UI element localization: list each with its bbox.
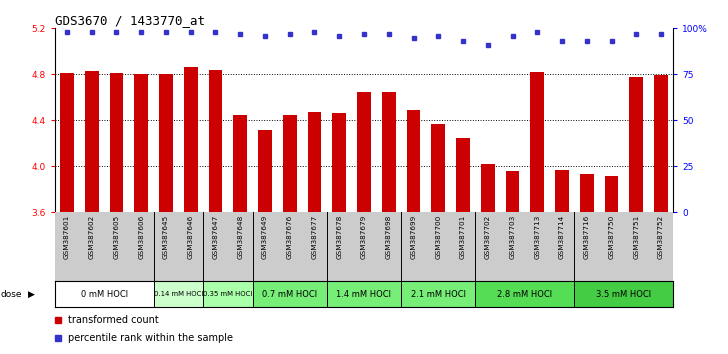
Text: GSM387713: GSM387713 [534, 215, 540, 259]
Text: GSM387677: GSM387677 [312, 215, 317, 259]
Bar [401, 281, 475, 307]
Bar [580, 175, 593, 212]
Text: 1.4 mM HOCl: 1.4 mM HOCl [336, 290, 392, 299]
Bar [574, 281, 673, 307]
Text: GSM387678: GSM387678 [336, 215, 342, 259]
Text: ▶: ▶ [28, 290, 34, 299]
Bar [481, 164, 494, 212]
Bar [308, 112, 321, 212]
Text: GSM387703: GSM387703 [510, 215, 515, 259]
Text: GSM387714: GSM387714 [559, 215, 565, 259]
Bar [432, 124, 445, 212]
Text: GSM387602: GSM387602 [89, 215, 95, 259]
Text: GSM387698: GSM387698 [386, 215, 392, 259]
Text: GSM387751: GSM387751 [633, 215, 639, 259]
Bar [531, 72, 544, 212]
Text: GDS3670 / 1433770_at: GDS3670 / 1433770_at [55, 13, 205, 27]
Text: percentile rank within the sample: percentile rank within the sample [68, 332, 233, 343]
Text: 0.7 mM HOCl: 0.7 mM HOCl [262, 290, 317, 299]
Text: GSM387676: GSM387676 [287, 215, 293, 259]
Text: GSM387699: GSM387699 [411, 215, 416, 259]
Bar [630, 77, 643, 212]
Bar [258, 130, 272, 212]
Text: GSM387716: GSM387716 [584, 215, 590, 259]
Bar [184, 67, 197, 212]
Bar [203, 281, 253, 307]
Text: dose: dose [1, 290, 23, 299]
Bar [135, 74, 148, 212]
Text: GSM387679: GSM387679 [361, 215, 367, 259]
Text: GSM387752: GSM387752 [658, 215, 664, 259]
Text: GSM387701: GSM387701 [460, 215, 466, 259]
Text: GSM387702: GSM387702 [485, 215, 491, 259]
Text: 0.14 mM HOCl: 0.14 mM HOCl [154, 291, 203, 297]
Bar [159, 74, 173, 212]
Bar [456, 138, 470, 212]
Bar [605, 176, 618, 212]
Text: 0 mM HOCl: 0 mM HOCl [81, 290, 127, 299]
Bar [333, 114, 346, 212]
Bar [234, 115, 247, 212]
Text: GSM387750: GSM387750 [609, 215, 614, 259]
Text: GSM387605: GSM387605 [114, 215, 119, 259]
Bar [85, 71, 98, 212]
Bar [55, 281, 154, 307]
Text: GSM387648: GSM387648 [237, 215, 243, 259]
Bar [60, 73, 74, 212]
Bar [154, 281, 203, 307]
Bar [506, 171, 519, 212]
Bar [253, 281, 327, 307]
Text: 2.1 mM HOCl: 2.1 mM HOCl [411, 290, 466, 299]
Bar [283, 115, 296, 212]
Text: GSM387606: GSM387606 [138, 215, 144, 259]
Text: GSM387646: GSM387646 [188, 215, 194, 259]
Text: 3.5 mM HOCl: 3.5 mM HOCl [596, 290, 652, 299]
Bar [654, 75, 668, 212]
Text: GSM387700: GSM387700 [435, 215, 441, 259]
Text: GSM387647: GSM387647 [213, 215, 218, 259]
Bar [382, 92, 395, 212]
Bar [209, 70, 222, 212]
Text: 0.35 mM HOCl: 0.35 mM HOCl [203, 291, 253, 297]
Bar [475, 281, 574, 307]
Text: GSM387649: GSM387649 [262, 215, 268, 259]
Bar [555, 170, 569, 212]
Text: GSM387601: GSM387601 [64, 215, 70, 259]
Bar [110, 73, 123, 212]
Text: transformed count: transformed count [68, 315, 159, 325]
Bar [327, 281, 401, 307]
Text: GSM387645: GSM387645 [163, 215, 169, 259]
Text: 2.8 mM HOCl: 2.8 mM HOCl [497, 290, 553, 299]
Bar [407, 110, 420, 212]
Bar [357, 92, 371, 212]
